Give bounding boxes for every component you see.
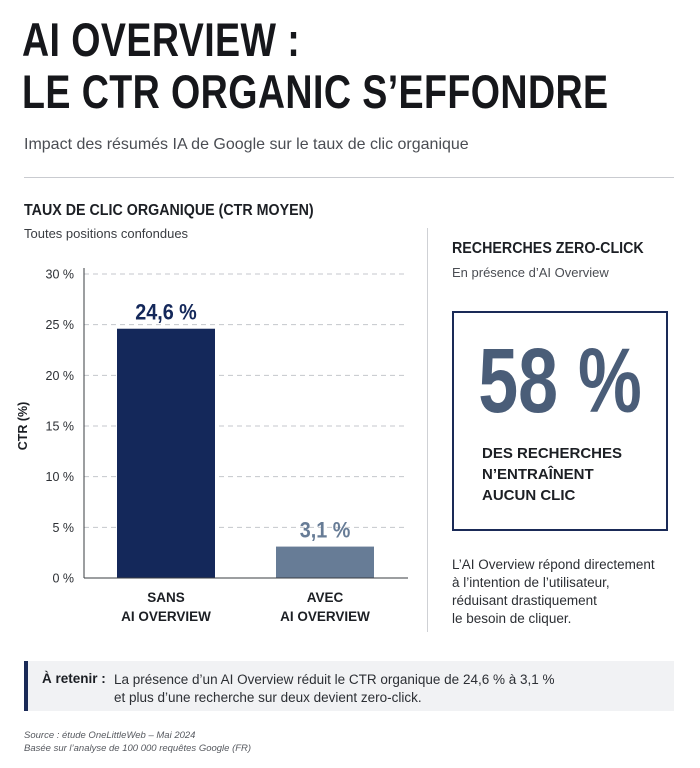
- zero-click-caption-line: AUCUN CLIC: [482, 487, 576, 504]
- header-divider: [24, 177, 674, 178]
- source-line: Basée sur l’analyse de 100 000 requêtes …: [24, 743, 252, 754]
- chart-subtitle: Toutes positions confondues: [24, 226, 189, 241]
- zero-click-description-line: à l’intention de l’utilisateur,: [452, 575, 610, 590]
- callout-text-line: et plus d’une recherche sur deux devient…: [114, 690, 422, 705]
- zero-click-caption: DES RECHERCHES N’ENTRAÎNENT AUCUN CLIC: [482, 443, 662, 506]
- bar-sans-ai-overview: [117, 328, 215, 578]
- column-divider: [427, 228, 428, 632]
- bar-value-label: 24,6 %: [135, 301, 197, 325]
- x-category-label: AI OVERVIEW: [280, 609, 370, 624]
- x-category-label: SANS: [147, 590, 185, 605]
- y-axis-title: CTR (%): [16, 402, 30, 451]
- callout-text-line: La présence d’un AI Overview réduit le C…: [114, 672, 555, 687]
- zero-click-title: RECHERCHES ZERO-CLICK: [452, 240, 644, 257]
- page-title-line-2: LE CTR ORGANIC S’EFFONDRE: [22, 65, 609, 118]
- zero-click-description: L’AI Overview répond directement à l’int…: [452, 556, 682, 628]
- source-line: Source : étude OneLittleWeb – Mai 2024: [24, 730, 196, 741]
- callout-label: À retenir :: [42, 671, 106, 686]
- zero-click-stat-box: 58 % DES RECHERCHES N’ENTRAÎNENT AUCUN C…: [452, 311, 668, 531]
- y-tick-label: 15 %: [46, 420, 75, 434]
- x-category-label: AVEC: [307, 590, 344, 605]
- key-takeaway-callout: À retenir : La présence d’un AI Overview…: [24, 661, 674, 711]
- y-tick-label: 0 %: [52, 572, 74, 586]
- y-tick-label: 20 %: [46, 369, 75, 383]
- chart-title: TAUX DE CLIC ORGANIQUE (CTR MOYEN): [24, 202, 314, 219]
- zero-click-caption-line: N’ENTRAÎNENT: [482, 466, 594, 483]
- page-title-line-1: AI OVERVIEW :: [22, 13, 301, 66]
- y-tick-label: 10 %: [46, 470, 75, 484]
- zero-click-description-line: L’AI Overview répond directement: [452, 557, 655, 572]
- callout-text: La présence d’un AI Overview réduit le C…: [114, 671, 664, 707]
- zero-click-caption-line: DES RECHERCHES: [482, 445, 623, 462]
- y-tick-label: 30 %: [46, 268, 75, 282]
- zero-click-subtitle: En présence d’AI Overview: [452, 265, 609, 280]
- bar-avec-ai-overview: [276, 546, 374, 578]
- source-note: Source : étude OneLittleWeb – Mai 2024 B…: [24, 729, 251, 755]
- ctr-bar-chart: 0 % 5 % 10 % 15 % 20 % 25 % 30 % CTR (%) 24,6 % S…: [16, 268, 408, 624]
- zero-click-big-value: 58 %: [478, 330, 642, 432]
- y-tick-label: 5 %: [52, 521, 74, 535]
- page-title: AI OVERVIEW : LE CTR ORGANIC S’EFFONDRE: [22, 13, 609, 118]
- zero-click-description-line: le besoin de cliquer.: [452, 611, 572, 626]
- x-category-label: AI OVERVIEW: [121, 609, 211, 624]
- bar-value-label: 3,1 %: [300, 519, 351, 543]
- y-tick-label: 25 %: [46, 318, 75, 332]
- zero-click-description-line: réduisant drastiquement: [452, 593, 597, 608]
- page-subtitle: Impact des résumés IA de Google sur le t…: [24, 136, 469, 153]
